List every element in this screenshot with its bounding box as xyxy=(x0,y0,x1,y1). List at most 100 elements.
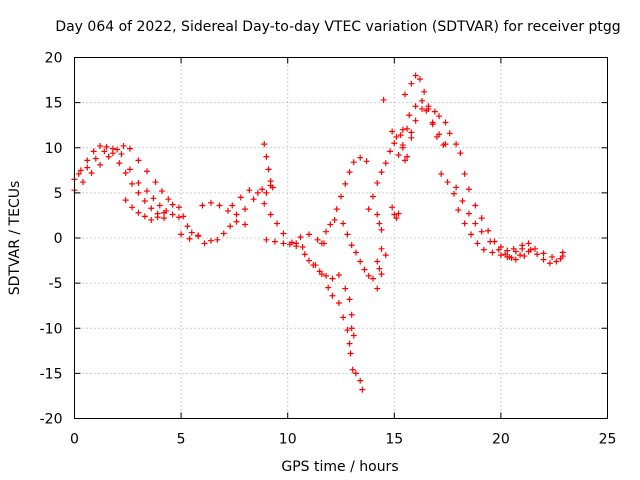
data-point xyxy=(429,121,436,128)
data-point xyxy=(485,227,492,234)
data-point xyxy=(359,386,366,393)
series-track-x xyxy=(502,240,566,262)
data-point xyxy=(344,231,351,238)
data-point xyxy=(374,211,381,218)
data-point xyxy=(512,256,519,263)
data-point xyxy=(487,238,494,245)
data-point xyxy=(446,130,453,137)
series-track-p xyxy=(374,211,389,272)
data-point xyxy=(540,256,547,263)
data-point xyxy=(169,211,176,218)
data-point xyxy=(329,292,336,299)
data-point xyxy=(357,154,364,161)
data-point xyxy=(88,170,95,177)
y-tick-label: -5 xyxy=(49,276,63,292)
data-point xyxy=(135,179,142,186)
data-point xyxy=(280,230,287,237)
data-point xyxy=(199,202,206,209)
data-point xyxy=(461,220,468,227)
data-point xyxy=(335,272,342,279)
data-point xyxy=(489,249,496,256)
data-point xyxy=(80,179,87,186)
series-track-g xyxy=(229,187,306,251)
data-point xyxy=(259,186,266,193)
data-point xyxy=(393,215,400,222)
series-track-h xyxy=(261,141,276,196)
data-point xyxy=(261,200,268,207)
x-tick-label: 10 xyxy=(279,432,297,448)
data-point xyxy=(201,240,208,247)
data-point xyxy=(269,184,276,191)
data-point xyxy=(350,332,357,339)
data-point xyxy=(267,211,274,218)
data-point xyxy=(438,170,445,177)
data-point xyxy=(376,220,383,227)
data-point xyxy=(347,350,354,357)
data-point xyxy=(365,272,372,279)
data-point xyxy=(333,206,340,213)
data-point xyxy=(421,88,428,95)
data-point xyxy=(412,103,419,110)
data-point xyxy=(472,220,479,227)
x-tick-label: 0 xyxy=(70,432,79,448)
data-point xyxy=(349,366,356,373)
data-point xyxy=(120,142,127,149)
data-point xyxy=(152,179,159,186)
y-tick-label: 20 xyxy=(45,51,63,67)
data-point xyxy=(408,134,415,141)
data-point xyxy=(175,214,182,221)
data-point xyxy=(195,233,202,240)
data-point xyxy=(169,201,176,208)
y-axis-title: SDTVAR / TECUs xyxy=(7,181,23,296)
axis-ticks xyxy=(74,57,608,419)
chart-title: Day 064 of 2022, Sidereal Day-to-day VTE… xyxy=(55,19,620,35)
y-tick-label: 5 xyxy=(54,186,63,202)
data-point xyxy=(227,223,234,230)
y-tick-label: 10 xyxy=(45,141,63,157)
series-track-q xyxy=(380,96,449,148)
y-tick-label: -10 xyxy=(40,321,63,337)
data-point xyxy=(327,221,334,228)
data-point xyxy=(549,253,556,260)
data-point xyxy=(92,155,99,162)
data-point xyxy=(331,216,338,223)
x-tick-label: 20 xyxy=(492,432,510,448)
series-track-l xyxy=(318,154,370,247)
data-point xyxy=(97,161,104,168)
y-tick-labels: -20 -15 -10 -5 0 5 10 15 20 xyxy=(40,51,63,428)
data-point xyxy=(401,91,408,98)
series-track-w xyxy=(453,184,534,263)
data-point xyxy=(216,202,223,209)
data-point xyxy=(382,160,389,167)
data-point xyxy=(376,265,383,272)
data-point xyxy=(148,205,155,212)
data-point xyxy=(391,211,398,218)
data-point xyxy=(504,247,511,254)
data-point xyxy=(357,258,364,265)
data-point xyxy=(323,272,330,279)
data-point xyxy=(242,206,249,213)
series-track-y xyxy=(508,248,566,267)
data-point xyxy=(90,148,97,155)
data-point xyxy=(350,159,357,166)
data-point xyxy=(365,206,372,213)
data-point xyxy=(342,180,349,187)
data-point xyxy=(175,204,182,211)
series-track-v xyxy=(457,150,526,255)
data-point xyxy=(519,242,526,249)
data-point xyxy=(395,210,402,217)
data-point xyxy=(546,260,553,267)
data-point xyxy=(408,129,415,136)
data-point xyxy=(97,142,104,149)
data-point xyxy=(150,195,157,202)
data-point xyxy=(442,119,449,126)
data-point xyxy=(122,197,129,204)
data-point xyxy=(495,246,502,253)
data-point xyxy=(141,213,148,220)
data-point xyxy=(525,248,532,255)
series-track-i xyxy=(263,231,327,247)
data-point xyxy=(263,189,270,196)
data-point xyxy=(474,240,481,247)
data-point xyxy=(391,140,398,147)
data-point xyxy=(450,190,457,197)
